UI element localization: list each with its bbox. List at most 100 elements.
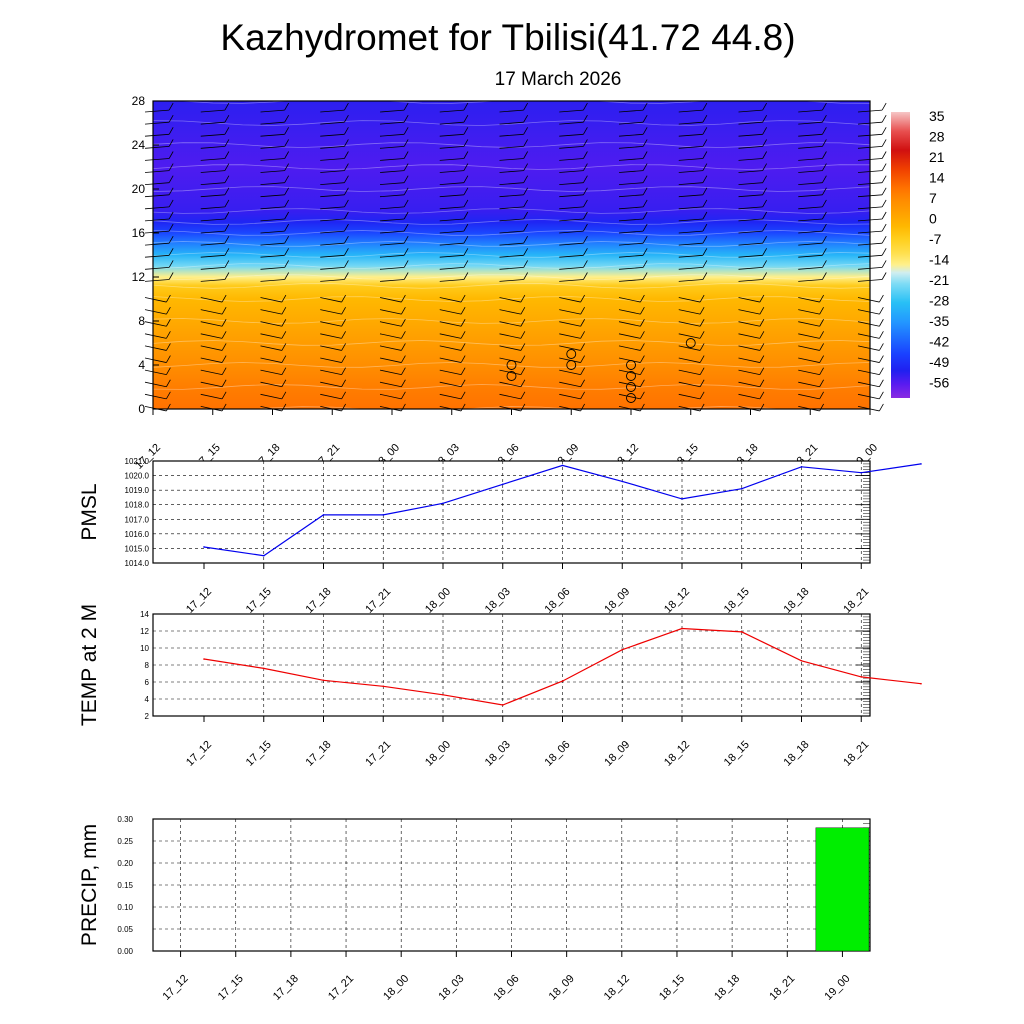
wind-barb-flag	[819, 294, 824, 303]
data-point	[262, 554, 265, 557]
wind-barb-flag	[822, 175, 827, 183]
wind-barb-flag	[344, 102, 349, 111]
wind-barb	[200, 321, 223, 327]
x-tick-label: 18_00	[381, 973, 411, 1003]
wind-barb	[798, 146, 823, 149]
wind-barb	[618, 381, 641, 388]
wind-barb-flag	[762, 139, 768, 147]
wind-barb-flag	[642, 248, 648, 256]
wind-barb	[260, 230, 285, 234]
wind-barb	[678, 182, 703, 185]
wind-barb	[200, 230, 225, 234]
wind-barb	[379, 121, 405, 125]
data-point	[561, 464, 564, 467]
wind-barb	[798, 267, 823, 270]
data-point	[621, 480, 624, 483]
wind-barb	[678, 206, 703, 210]
wind-barb-flag	[583, 211, 588, 220]
wind-barb	[618, 279, 644, 282]
wind-barb-flag	[224, 223, 230, 232]
wind-barb	[379, 369, 402, 376]
data-point	[382, 685, 385, 688]
x-tick-label: 18_18	[782, 739, 812, 769]
wind-barb-flag	[224, 175, 230, 183]
wind-barb	[678, 393, 701, 400]
wind-barb	[320, 242, 345, 246]
wind-barb-flag	[523, 102, 529, 111]
wind-barb	[559, 333, 581, 339]
wind-barb	[260, 393, 282, 400]
wind-barb-flag	[168, 139, 174, 147]
wind-barb-flag	[460, 391, 466, 400]
wind-barb	[798, 279, 823, 282]
wind-barb-flag	[702, 260, 708, 268]
wind-barb	[678, 218, 703, 222]
wind-barb-flag	[879, 319, 884, 327]
y-tick-label: 14	[140, 610, 149, 619]
wind-barb-flag	[344, 211, 349, 220]
precip-panel: 0.30 0.25 0.20 0.15 0.10 0.05 0.00 PRECIP, mm 17…	[78, 815, 871, 1003]
colorbar-label: 21	[929, 149, 945, 165]
wind-barb	[260, 279, 285, 282]
wind-barb-flag	[401, 331, 406, 339]
x-tick-label: 17_12	[184, 586, 214, 616]
wind-barb	[738, 121, 763, 125]
wind-barb	[618, 218, 644, 222]
wind-barb	[499, 206, 524, 210]
wind-barb	[559, 393, 581, 400]
wind-barb	[559, 170, 584, 173]
wind-barb-flag	[460, 367, 466, 375]
wind-barb	[144, 279, 170, 282]
x-axis: 17_12 17_15 17_18 17_21 18_00 18_03 18_06 18_09…	[161, 951, 853, 1003]
y-tick-label: 20	[132, 182, 146, 196]
wind-barb-flag	[166, 294, 171, 303]
wind-barb-flag	[523, 248, 529, 256]
wind-barb	[678, 369, 701, 376]
wind-barb	[559, 121, 584, 125]
wind-barb-flag	[759, 391, 765, 400]
wind-barb-flag	[640, 294, 645, 303]
wind-barb-flag	[403, 187, 409, 196]
wind-barb-flag	[580, 355, 585, 363]
wind-barb	[738, 218, 763, 222]
wind-barb-flag	[341, 343, 346, 351]
wind-barb	[857, 321, 880, 327]
wind-barb-flag	[520, 319, 526, 327]
wind-barb-flag	[822, 260, 827, 268]
wind-barb	[260, 109, 285, 113]
wind-barb	[499, 218, 524, 222]
wind-barb	[320, 230, 345, 234]
wind-barb	[618, 158, 644, 161]
wind-barb	[559, 267, 584, 270]
wind-barb	[144, 381, 167, 388]
wind-barb-flag	[221, 391, 227, 400]
wind-barb	[738, 254, 763, 258]
wind-barb	[678, 146, 703, 149]
wind-barb-flag	[759, 306, 765, 315]
precip-marker	[626, 371, 636, 381]
wind-barb	[144, 182, 170, 185]
wind-barb	[260, 309, 282, 315]
wind-barb-flag	[762, 260, 768, 268]
y-axis-label: PMSL	[78, 483, 101, 540]
wind-barb-flag	[284, 175, 290, 183]
wind-barb-flag	[762, 236, 768, 244]
y-tick-label: 12	[140, 627, 149, 636]
wind-barb-flag	[224, 187, 230, 196]
wind-barb-flag	[642, 236, 648, 244]
wind-barb-flag	[759, 294, 765, 303]
wind-barb	[738, 345, 760, 351]
wind-barb-flag	[284, 127, 290, 135]
wind-barb	[857, 369, 880, 376]
wind-barb	[798, 170, 823, 173]
wind-barb	[798, 309, 820, 315]
y-tick-label: 1018.0	[125, 501, 150, 510]
wind-barb-flag	[281, 306, 287, 315]
wind-barb	[144, 218, 170, 222]
wind-barb-flag	[523, 272, 529, 280]
colorbar-label: 7	[929, 190, 937, 206]
wind-barb	[618, 133, 644, 137]
wind-barb	[200, 381, 223, 388]
wind-barb-flag	[580, 391, 585, 400]
wind-barb	[798, 297, 820, 303]
